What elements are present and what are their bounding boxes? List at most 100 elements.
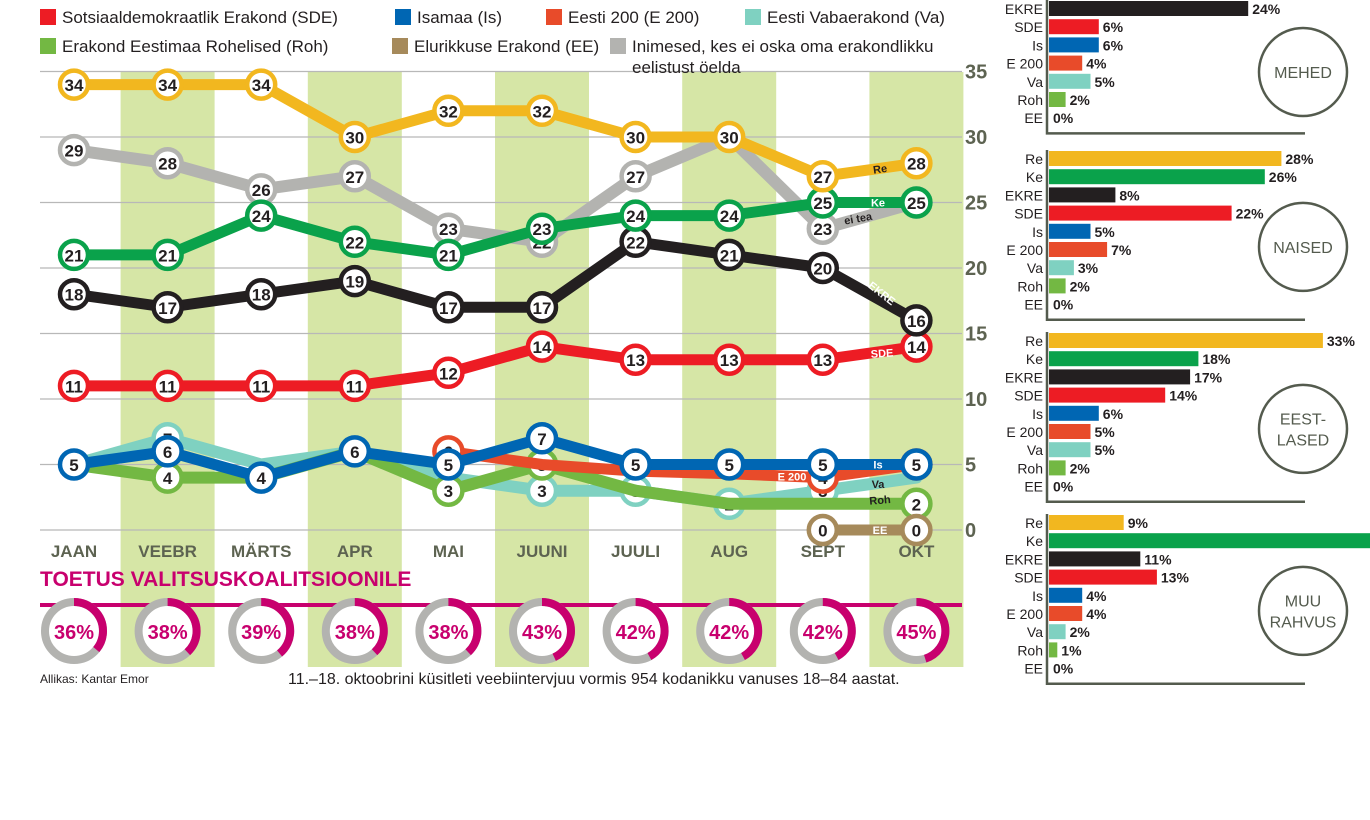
bar-category: EKRE	[1005, 369, 1043, 385]
bar-value: 5%	[1095, 424, 1116, 440]
donut-arc	[228, 598, 295, 664]
point-Re-OKT	[900, 146, 933, 180]
point-eiTea-APR	[338, 160, 372, 193]
panel-ring	[1257, 201, 1349, 293]
data-label: 6	[350, 443, 359, 462]
legend-entry: Sotsiaaldemokraatlik Erakond (SDE)	[62, 8, 338, 27]
data-label: 34	[158, 76, 177, 95]
bar-value: 9%	[1128, 515, 1149, 531]
point-SDE-MÄRTS	[244, 369, 278, 403]
data-label: 24	[720, 207, 739, 226]
series-line-Re	[68, 79, 922, 182]
legend: Sotsiaaldemokraatlik Erakond (SDE) Isamaa…	[40, 8, 945, 77]
data-label: 21	[158, 246, 177, 265]
series-EKRE: 18 17 18 19 17 17 22 21 20 16	[57, 225, 933, 337]
bar-value: 13%	[1161, 570, 1190, 586]
data-label: 23	[533, 220, 552, 239]
point-Ke-JUUNI	[525, 212, 559, 245]
demographic-bars: EKRE 24% SDE 6% Is 6% E 200 4% Va 5% Roh 2% EE 0% MEHE…	[1005, 0, 1370, 686]
bar-category: EE	[1024, 479, 1043, 495]
donut-VEEBR: 38%	[134, 598, 201, 664]
bar-value: 0%	[1053, 479, 1074, 495]
bar-Roh	[1049, 460, 1066, 476]
data-label: 11	[159, 377, 177, 396]
x-tick-label: APR	[337, 542, 373, 561]
point-EKRE-APR	[338, 264, 372, 298]
point-Is-APR	[338, 435, 372, 468]
point-EKRE-JUUNI	[525, 291, 559, 324]
series-line-eiTea	[68, 131, 923, 248]
bar-value: 14%	[1169, 388, 1198, 404]
point-Re-JAAN	[57, 68, 91, 101]
y-tick-label: 0	[965, 520, 976, 542]
point-EE-SEPT	[806, 513, 840, 547]
panel-title: MUU	[1285, 593, 1321, 610]
bar-category: Roh	[1017, 92, 1043, 108]
panel-frame	[1045, 150, 1305, 322]
bar-category: Ke	[1026, 351, 1043, 367]
bar-category: SDE	[1014, 388, 1043, 404]
bar-category: Va	[1027, 442, 1043, 458]
footnote-text: 11.–18. oktoobrini küsitleti veebiinterv…	[288, 671, 900, 688]
bar-category: E 200	[1006, 56, 1043, 72]
panel-ring	[1257, 565, 1349, 657]
x-tick-label: MÄRTS	[231, 542, 291, 561]
point-EKRE-OKT	[900, 304, 933, 337]
point-Re-MAI	[432, 94, 465, 128]
data-label: 5	[912, 456, 921, 475]
panel-ring	[1257, 26, 1349, 118]
point-Is-OKT	[900, 448, 933, 481]
panel-ring	[1257, 383, 1349, 475]
x-tick-label: OKT	[898, 542, 935, 561]
y-axis: 0 5 10 15 20 25 30 35	[965, 62, 987, 543]
donut-value: 42%	[709, 622, 749, 644]
data-label: 24	[252, 207, 271, 226]
bar-Va	[1049, 73, 1091, 89]
bar-value: 26%	[1269, 169, 1298, 185]
bar-category: Va	[1027, 260, 1043, 276]
data-label: 27	[345, 168, 364, 187]
donut-MAI: 38%	[415, 598, 482, 664]
data-label: 21	[439, 246, 458, 265]
data-label: 11	[346, 377, 364, 396]
donut-value: 38%	[428, 622, 468, 644]
donut-value: 38%	[335, 622, 375, 644]
point-Ke-AUG	[712, 199, 746, 232]
data-label: 5	[444, 456, 453, 475]
data-label: 5	[69, 456, 78, 475]
data-label: 13	[813, 351, 832, 370]
data-label: 28	[158, 155, 177, 174]
point-Is-VEEBR	[151, 435, 184, 468]
donut-SEPT: 42%	[789, 598, 856, 664]
data-label: 24	[626, 207, 645, 226]
donut-arc	[415, 598, 482, 664]
series-Re: 34 34 34 30 32 32 30 30 27 28	[57, 68, 933, 193]
bar-Re	[1049, 151, 1282, 166]
point-EE-OKT	[900, 513, 933, 547]
bar-panel-2: Re 33% Ke 18% EKRE 17% SDE 14% Is 6% E 200 5% Va 5% Ro…	[1005, 332, 1355, 504]
point-EKRE-SEPT	[806, 251, 840, 285]
legend-entry: Elurikkuse Erakond (EE)	[414, 37, 599, 56]
point-Ke-MÄRTS	[244, 199, 278, 232]
bar-value: 5%	[1095, 74, 1116, 90]
data-label: 14	[907, 338, 926, 357]
panel-frame	[1045, 514, 1305, 686]
data-label: 5	[818, 456, 827, 475]
series-line-Is	[68, 432, 922, 484]
legend-swatch	[392, 38, 408, 54]
coalition-title: TOETUS VALITSUSKOALITSIOONILE	[40, 568, 411, 591]
bar-category: Re	[1025, 515, 1043, 531]
bar-category: EE	[1024, 110, 1043, 126]
x-tick-label: SEPT	[801, 542, 846, 561]
bar-value: 1%	[1061, 642, 1082, 658]
y-tick-label: 20	[965, 258, 987, 280]
donut-arc	[134, 598, 201, 664]
data-label: 34	[252, 76, 271, 95]
point-SDE-JAAN	[57, 369, 91, 403]
source-text: Allikas: Kantar Emor	[40, 672, 149, 686]
data-label: 13	[720, 351, 739, 370]
bar-EKRE	[1049, 187, 1116, 203]
point-EKRE-MÄRTS	[244, 277, 278, 311]
x-tick-label: VEEBR	[138, 542, 197, 561]
bar-category: Ke	[1026, 533, 1043, 549]
